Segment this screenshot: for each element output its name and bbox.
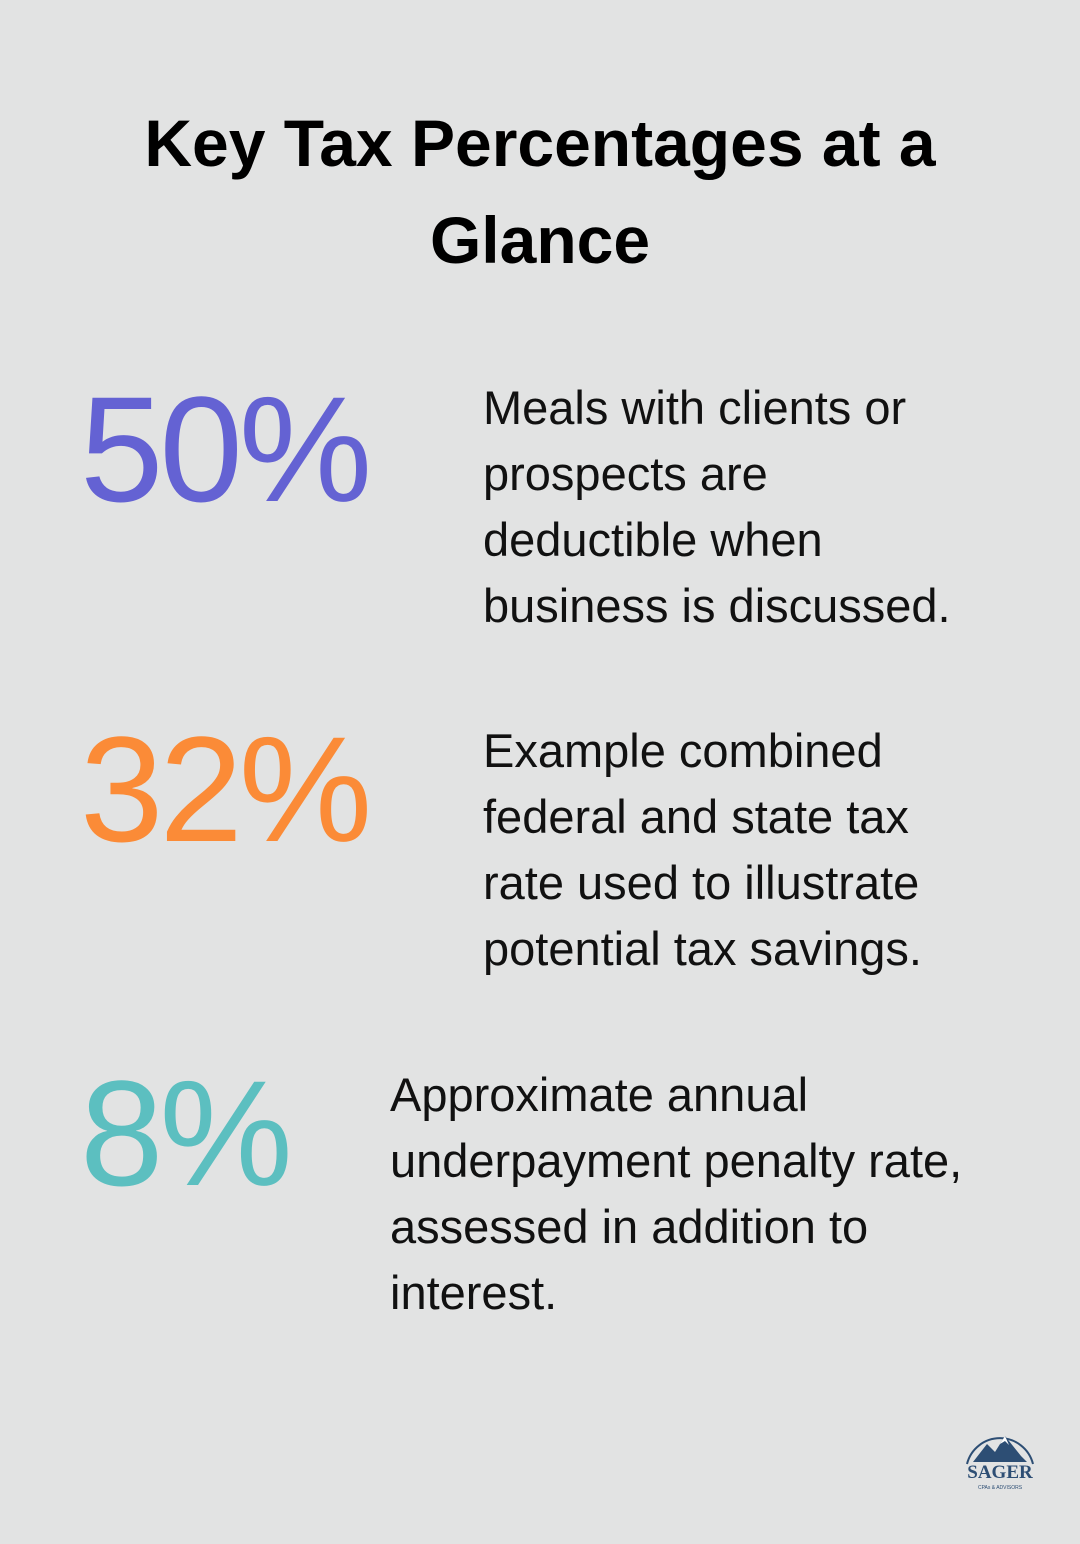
stat-figure: 32% bbox=[80, 705, 372, 873]
title: Key Tax Percentages at a Glance bbox=[144, 106, 936, 277]
stat-description: Meals with clients or prospects are dedu… bbox=[483, 381, 951, 632]
logo-mountain bbox=[973, 1436, 1027, 1462]
logo-snow bbox=[1000, 1436, 1009, 1445]
logo-brand: SAGER bbox=[967, 1462, 1033, 1483]
stat-figure: 50% bbox=[80, 365, 372, 533]
stat-description: Example combined federal and state tax r… bbox=[483, 724, 922, 975]
logo: SAGER CPAs & ADVISORS bbox=[966, 1436, 1034, 1491]
stat-figure: 8% bbox=[80, 1049, 293, 1217]
logo-tagline: CPAs & ADVISORS bbox=[978, 1485, 1023, 1491]
stat-description: Approximate annual underpayment penalty … bbox=[390, 1068, 963, 1319]
logo-arc bbox=[966, 1437, 1034, 1465]
